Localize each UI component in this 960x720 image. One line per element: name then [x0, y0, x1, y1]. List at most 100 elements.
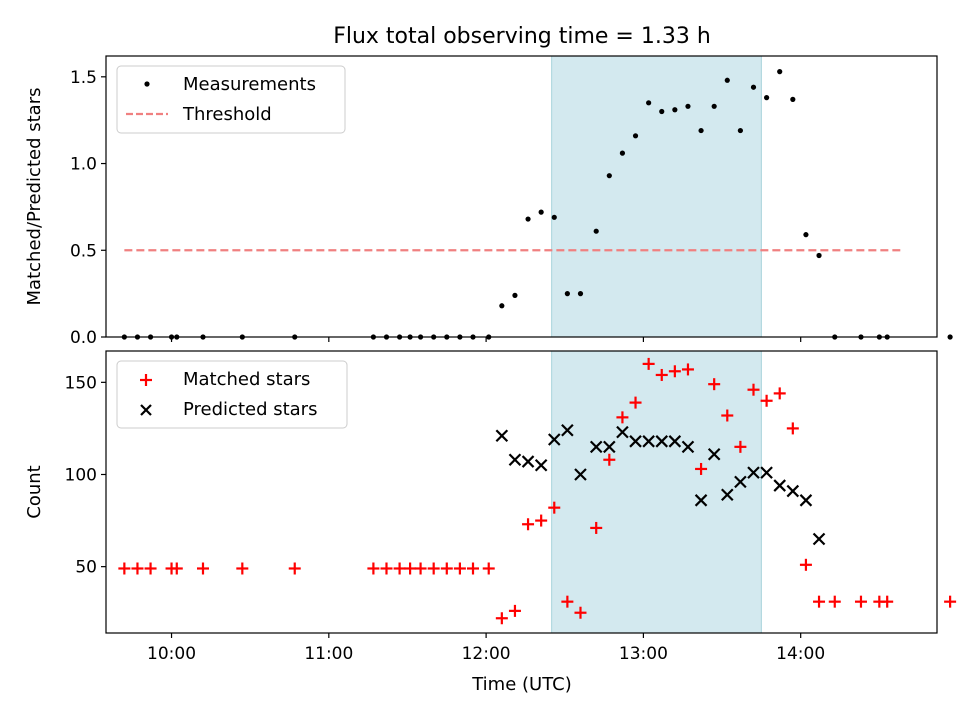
- legend-matched-marker: [140, 374, 152, 386]
- matched-stars-point: [944, 595, 957, 608]
- matched-stars-point: [773, 387, 786, 400]
- matched-stars-point: [196, 562, 209, 575]
- x-tick-label: 12:00: [462, 644, 511, 664]
- bottom-legend: Matched stars Predicted stars: [116, 360, 348, 429]
- measurement-point: [632, 133, 639, 139]
- y-tick-label: 1.0: [70, 155, 97, 175]
- predicted-stars-point: [707, 447, 721, 461]
- measurement-point: [659, 108, 665, 115]
- predicted-stars-point: [508, 453, 522, 467]
- matched-stars-point: [603, 453, 616, 466]
- matched-stars-point: [453, 562, 466, 575]
- matched-stars-point: [427, 562, 440, 575]
- measurement-point: [790, 96, 796, 102]
- matched-stars-point: [495, 612, 508, 625]
- y-tick-label: 1.5: [70, 68, 97, 88]
- measurement-point: [499, 303, 505, 309]
- measurement-point: [606, 173, 612, 179]
- x-tick-label: 11:00: [304, 644, 353, 664]
- bottom-y-axis-label: Count: [24, 465, 45, 518]
- matched-stars-point: [734, 440, 747, 453]
- matched-stars-point: [393, 562, 406, 575]
- measurement-point: [577, 291, 584, 297]
- matched-stars-point: [522, 518, 535, 531]
- predicted-stars-point: [547, 433, 561, 446]
- measurement-point: [711, 103, 717, 109]
- measurement-point: [816, 252, 822, 259]
- x-axis-label: Time (UTC): [471, 674, 572, 695]
- matched-stars-point: [721, 409, 734, 422]
- matched-stars-point: [668, 365, 681, 378]
- predicted-stars-point: [629, 435, 642, 448]
- matched-stars-point: [404, 562, 417, 575]
- predicted-stars-point: [812, 532, 826, 546]
- matched-stars-point: [236, 562, 249, 575]
- x-tick-label: 14:00: [776, 644, 825, 664]
- matched-stars-point: [642, 357, 655, 370]
- matched-stars-point: [590, 521, 603, 534]
- predicted-stars-point: [694, 494, 708, 507]
- matched-stars-point: [747, 383, 760, 396]
- y-tick-label: 50: [75, 558, 97, 578]
- matched-stars-point: [786, 422, 799, 435]
- legend-predicted-marker: [140, 404, 152, 416]
- matched-stars-point: [695, 462, 708, 475]
- measurement-point: [512, 292, 518, 298]
- predicted-stars-point: [734, 475, 747, 489]
- y-tick-label: 0.0: [70, 328, 97, 348]
- matched-stars-point: [760, 394, 773, 407]
- predicted-stars-point: [574, 468, 587, 481]
- matched-stars-point: [380, 562, 393, 575]
- observing-window-span: [551, 55, 762, 338]
- matched-stars-point: [708, 378, 721, 391]
- matched-stars-point: [118, 562, 131, 575]
- matched-stars-point: [854, 595, 867, 608]
- x-tick-label: 10:00: [147, 644, 196, 664]
- measurement-point: [525, 216, 531, 222]
- predicted-stars-point: [760, 466, 773, 479]
- y-tick-label: 150: [65, 373, 97, 393]
- predicted-stars-point: [616, 425, 629, 439]
- predicted-stars-point: [603, 440, 616, 454]
- matched-stars-point: [144, 562, 157, 575]
- predicted-stars-point: [642, 435, 655, 448]
- predicted-stars-point: [747, 466, 760, 479]
- measurement-point: [947, 334, 953, 340]
- predicted-stars-point: [786, 484, 800, 498]
- measurement-point: [777, 69, 783, 75]
- plot-frame: [105, 350, 938, 634]
- measurement-point: [646, 100, 652, 106]
- matched-stars-point: [616, 411, 629, 424]
- matched-stars-point: [828, 595, 841, 608]
- predicted-stars-point: [655, 435, 669, 448]
- matched-stars-point: [170, 562, 183, 575]
- x-tick-label: 13:00: [619, 644, 668, 664]
- legend-measurements-label: Measurements: [183, 74, 316, 95]
- matched-stars-point: [681, 363, 694, 376]
- matched-stars-point: [535, 514, 548, 527]
- measurement-point: [803, 232, 809, 238]
- matched-stars-point: [881, 595, 894, 608]
- matched-stars-point: [561, 595, 574, 608]
- matched-stars-point: [440, 562, 453, 575]
- legend-predicted-label: Predicted stars: [183, 399, 317, 420]
- y-tick-label: 0.5: [70, 241, 97, 261]
- matched-stars-point: [367, 562, 380, 575]
- measurement-point: [750, 84, 757, 90]
- predicted-stars-point: [668, 435, 682, 448]
- y-tick-label: 100: [65, 465, 97, 485]
- observing-window-span: [551, 350, 762, 634]
- predicted-stars-point: [799, 494, 813, 507]
- predicted-stars-point: [495, 429, 509, 443]
- predicted-stars-point: [773, 479, 786, 492]
- matched-stars-point: [629, 396, 642, 409]
- measurement-point: [672, 107, 678, 113]
- matched-stars-point: [813, 595, 826, 608]
- matched-stars-point: [548, 501, 561, 514]
- legend-measurements-marker: [144, 81, 150, 87]
- legend-matched-label: Matched stars: [183, 369, 310, 390]
- measurement-point: [764, 95, 770, 101]
- predicted-stars-point: [681, 440, 695, 454]
